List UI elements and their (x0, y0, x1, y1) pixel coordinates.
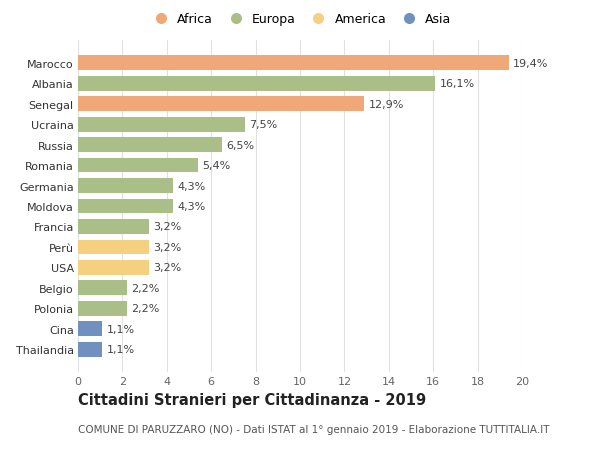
Text: 16,1%: 16,1% (440, 79, 475, 89)
Text: 19,4%: 19,4% (513, 59, 548, 69)
Bar (78, 138, 223, 153)
Bar (78, 219, 149, 234)
Bar (78, 77, 436, 91)
Bar (78, 240, 149, 255)
Bar (78, 301, 127, 316)
Text: 6,5%: 6,5% (227, 140, 255, 150)
Text: 3,2%: 3,2% (154, 222, 182, 232)
Bar (78, 260, 149, 275)
Bar (78, 179, 173, 194)
Text: 12,9%: 12,9% (369, 100, 404, 110)
Text: Cittadini Stranieri per Cittadinanza - 2019: Cittadini Stranieri per Cittadinanza - 2… (78, 392, 426, 408)
Text: 3,2%: 3,2% (154, 242, 182, 252)
Text: 7,5%: 7,5% (249, 120, 277, 130)
Legend: Africa, Europa, America, Asia: Africa, Europa, America, Asia (146, 11, 454, 28)
Text: 2,2%: 2,2% (131, 283, 160, 293)
Bar (78, 158, 198, 173)
Text: 3,2%: 3,2% (154, 263, 182, 273)
Bar (78, 56, 509, 71)
Text: COMUNE DI PARUZZARO (NO) - Dati ISTAT al 1° gennaio 2019 - Elaborazione TUTTITAL: COMUNE DI PARUZZARO (NO) - Dati ISTAT al… (78, 425, 550, 435)
Bar (78, 342, 103, 357)
Text: 4,3%: 4,3% (178, 202, 206, 212)
Bar (78, 322, 103, 336)
Bar (78, 118, 245, 132)
Bar (78, 281, 127, 296)
Text: 5,4%: 5,4% (202, 161, 230, 171)
Text: 1,1%: 1,1% (107, 344, 135, 354)
Text: 2,2%: 2,2% (131, 303, 160, 313)
Text: 4,3%: 4,3% (178, 181, 206, 191)
Bar (78, 97, 364, 112)
Text: 1,1%: 1,1% (107, 324, 135, 334)
Bar (78, 199, 173, 214)
